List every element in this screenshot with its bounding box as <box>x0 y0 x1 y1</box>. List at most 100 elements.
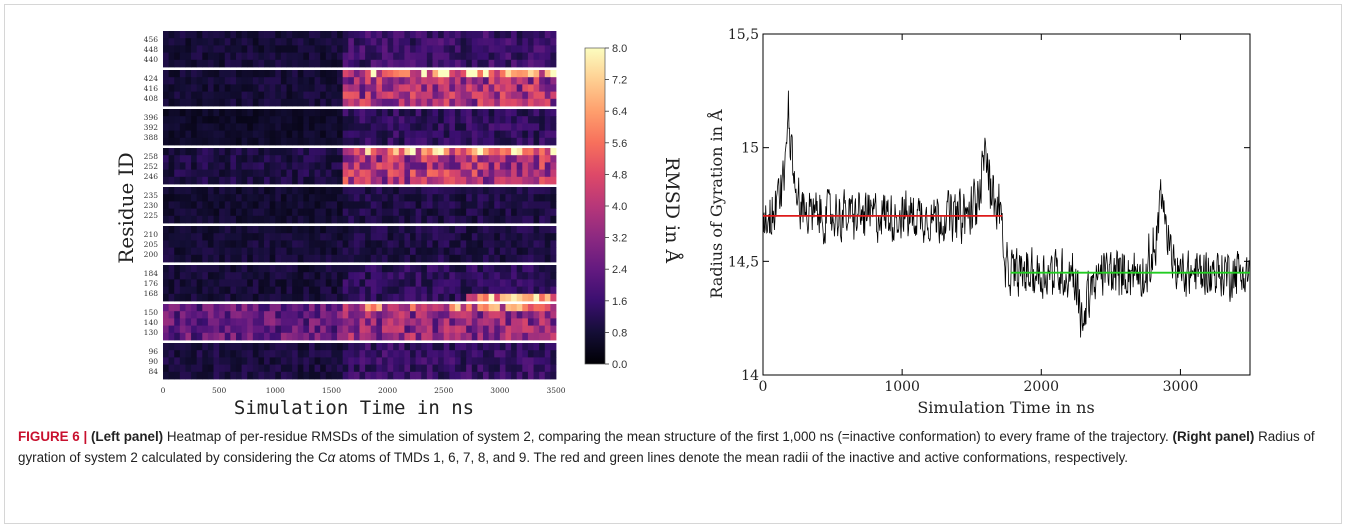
heatmap-cell <box>404 279 411 287</box>
heatmap-cell <box>432 148 439 156</box>
heatmap-cell <box>522 169 529 178</box>
heatmap-cell <box>511 311 518 319</box>
caption-right-panel-text-2: atoms of TMDs 1, 6, 7, 8, and 9. The red… <box>335 450 1129 465</box>
heatmap-cell <box>376 31 383 39</box>
heatmap-cell <box>404 116 411 124</box>
heatmap-cell <box>527 304 534 312</box>
heatmap-cell <box>292 148 299 156</box>
heatmap-cell <box>370 272 377 280</box>
heatmap-cell <box>483 176 490 185</box>
heatmap-cell <box>235 130 242 139</box>
heatmap-cell <box>443 226 450 234</box>
heatmap-cell <box>376 350 383 358</box>
heatmap-cell <box>303 240 310 248</box>
heatmap-cell <box>460 109 467 117</box>
heatmap-cell <box>258 265 265 273</box>
heatmap-cell <box>331 350 338 358</box>
heatmap-cell <box>460 148 467 156</box>
heatmap-cell <box>179 350 186 358</box>
heatmap-cell <box>320 201 327 209</box>
heatmap-cell <box>544 155 551 163</box>
heatmap-cell <box>163 265 170 273</box>
heatmap-cell <box>230 155 237 163</box>
heatmap-cell <box>230 350 237 358</box>
heatmap-cell <box>275 84 282 92</box>
heatmap-cell <box>410 130 417 139</box>
heatmap-cell <box>314 304 321 312</box>
heatmap-cell <box>516 59 523 68</box>
heatmap-cell <box>393 357 400 365</box>
heatmap-cell <box>320 304 327 312</box>
heatmap-cell <box>337 59 344 68</box>
heatmap-cell <box>320 98 327 107</box>
heatmap-cell <box>443 240 450 248</box>
heatmap-cell <box>454 343 461 351</box>
heatmap-cell <box>348 116 355 124</box>
heatmap-cell <box>241 215 248 224</box>
heatmap-cell <box>252 162 259 170</box>
heatmap-cell <box>213 254 220 263</box>
heatmap-cell <box>348 343 355 351</box>
heatmap-cell <box>286 247 293 256</box>
heatmap-cell <box>163 350 170 358</box>
heatmap-cell <box>320 116 327 124</box>
heatmap-cell <box>511 162 518 170</box>
heatmap-cell <box>235 226 242 234</box>
heatmap-cell <box>202 293 209 302</box>
heatmap-cell <box>359 265 366 273</box>
heatmap-cell <box>168 155 175 163</box>
heatmap-cell <box>460 194 467 202</box>
heatmap-cell <box>505 116 512 124</box>
heatmap-cell <box>488 304 495 312</box>
heatmap-cell <box>483 123 490 131</box>
heatmap-cell <box>505 343 512 351</box>
heatmap-cell <box>539 162 546 170</box>
heatmap-cell <box>404 357 411 365</box>
heatmap-cell <box>471 116 478 124</box>
heatmap-cell <box>393 215 400 224</box>
heatmap-cell <box>544 304 551 312</box>
heatmap-cell <box>426 304 433 312</box>
heatmap-cell <box>275 59 282 68</box>
heatmap-cell <box>202 254 209 263</box>
heatmap-cell <box>544 162 551 170</box>
heatmap-cell <box>381 169 388 178</box>
rg-y-tick-label: 15,5 <box>728 27 759 43</box>
heatmap-cell <box>353 169 360 178</box>
heatmap-cell <box>393 286 400 295</box>
heatmap-cell <box>174 332 181 341</box>
heatmap-cell <box>443 84 450 92</box>
heatmap-cell <box>410 343 417 351</box>
figure-caption: FIGURE 6 | (Left panel) Heatmap of per-r… <box>18 426 1330 468</box>
heatmap-cell <box>449 343 456 351</box>
heatmap-cell <box>348 31 355 39</box>
heatmap-cell <box>275 148 282 156</box>
heatmap-cell <box>308 279 315 287</box>
heatmap-cell <box>477 194 484 202</box>
heatmap-cell <box>460 155 467 163</box>
heatmap-cell <box>219 148 226 156</box>
heatmap-cell <box>505 176 512 185</box>
heatmap-cell <box>438 357 445 365</box>
heatmap-cell <box>494 233 501 241</box>
heatmap-cell <box>370 31 377 39</box>
heatmap-cell <box>202 130 209 139</box>
heatmap-cell <box>449 155 456 163</box>
heatmap-cell <box>522 350 529 358</box>
heatmap-cell <box>471 98 478 107</box>
heatmap-cell <box>314 91 321 100</box>
heatmap-cell <box>438 371 445 380</box>
heatmap-cell <box>421 155 428 163</box>
heatmap-cell <box>303 254 310 263</box>
heatmap-cell <box>320 194 327 202</box>
heatmap-cell <box>325 226 332 234</box>
heatmap-cell <box>163 357 170 365</box>
heatmap-cell <box>466 70 473 78</box>
heatmap-cell <box>314 109 321 117</box>
heatmap-cell <box>539 357 546 365</box>
heatmap-cell <box>454 116 461 124</box>
heatmap-cell <box>539 91 546 100</box>
heatmap-cell <box>275 247 282 256</box>
heatmap-cell <box>398 155 405 163</box>
heatmap-cell <box>191 279 198 287</box>
